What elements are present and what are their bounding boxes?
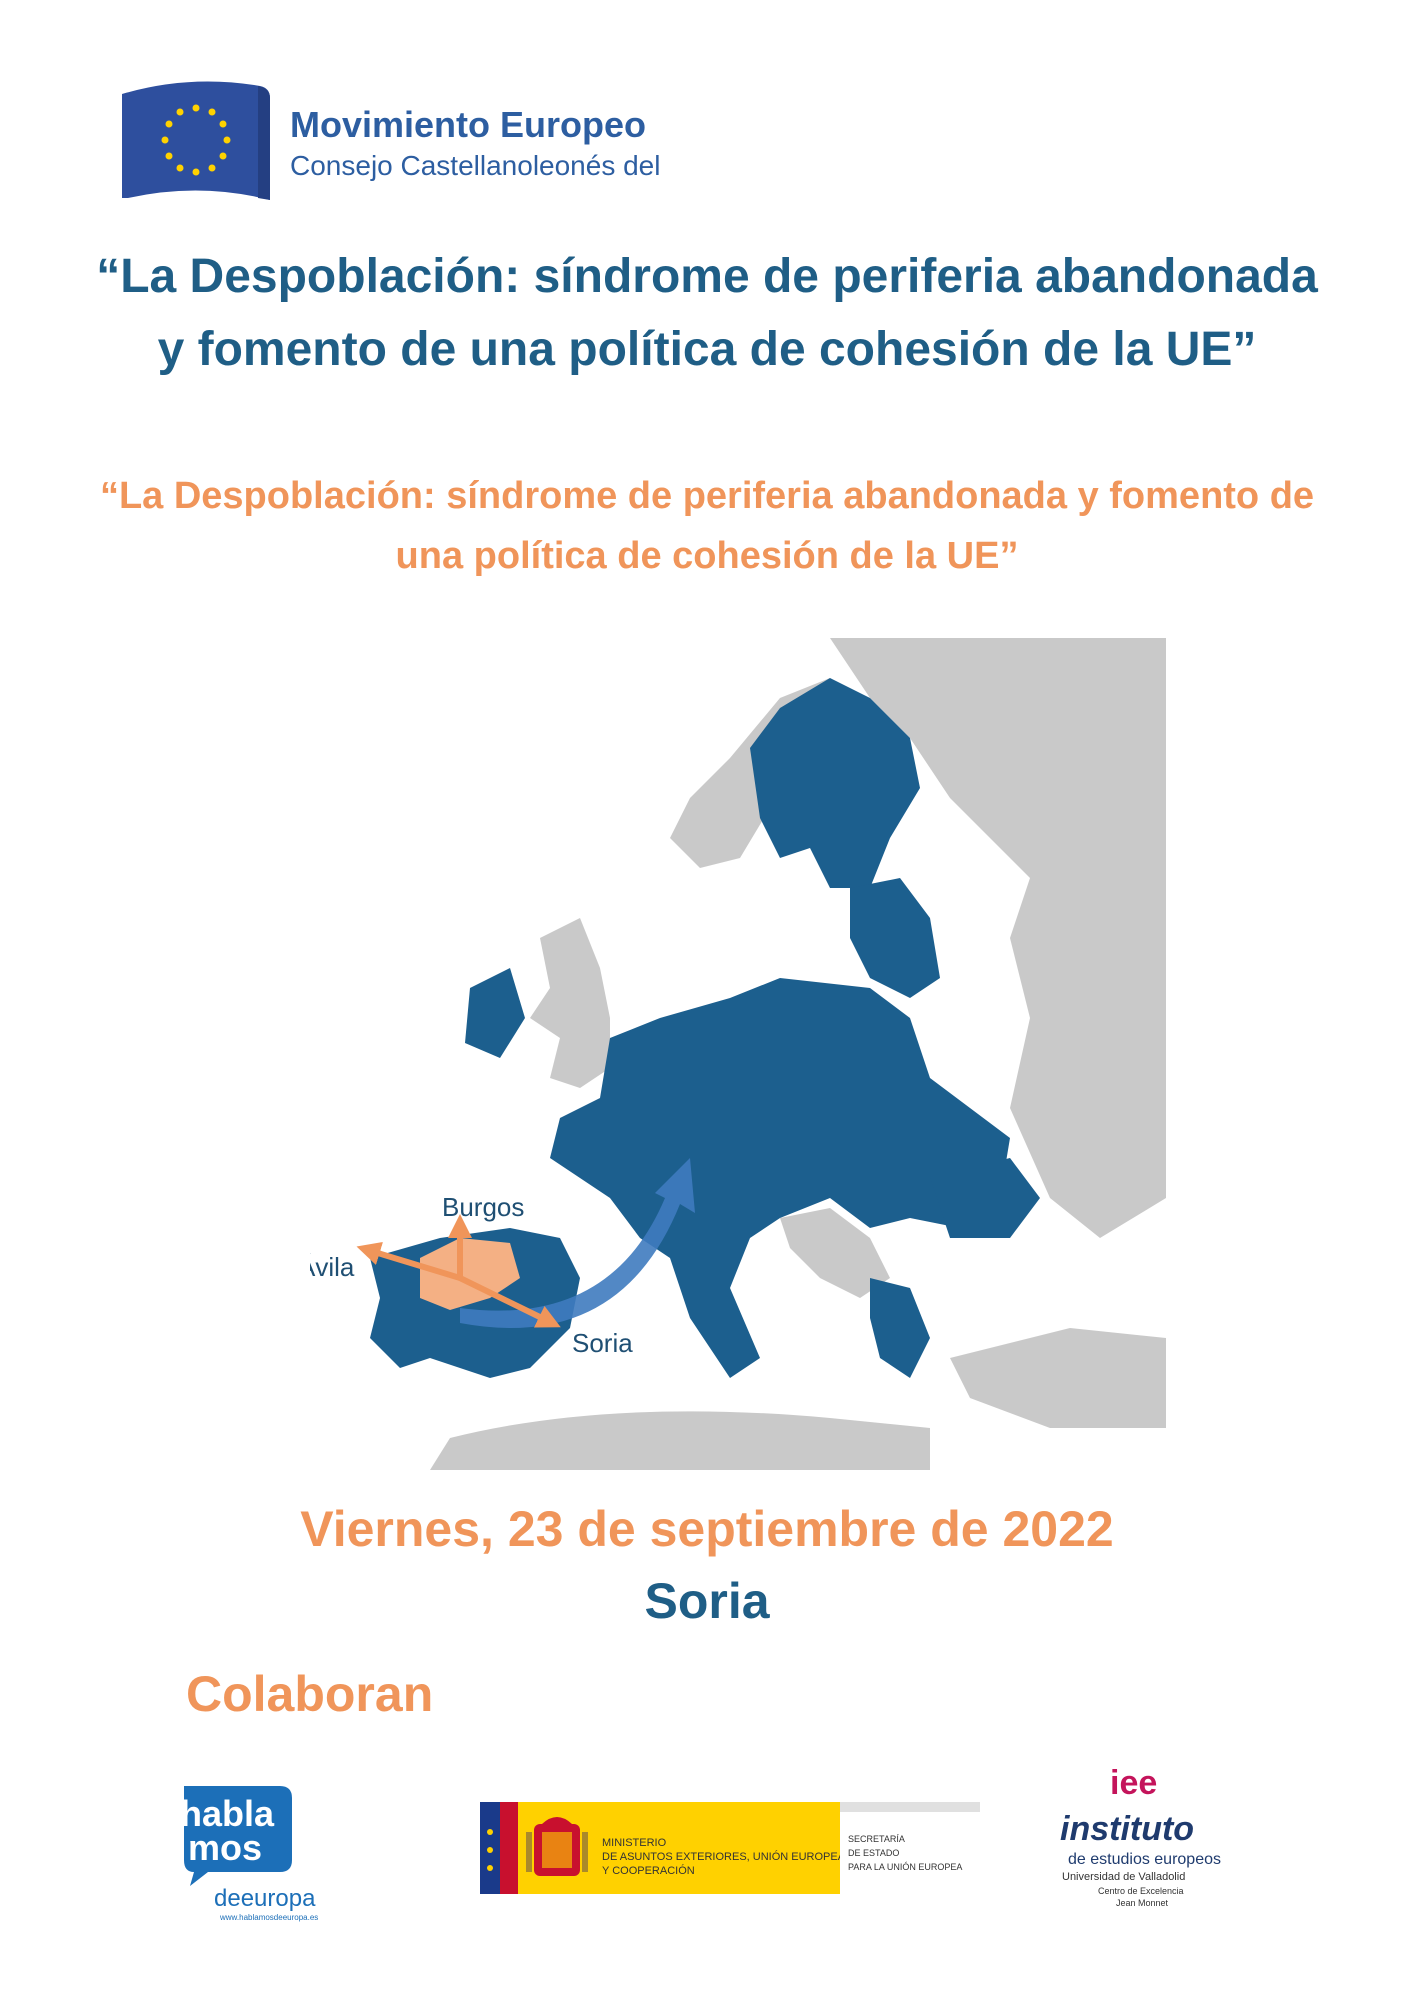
org-name: Movimiento Europeo (290, 104, 647, 145)
europe-map: Burgos Ávila Soria (298, 638, 1166, 1470)
hablamos-de-europa-logo: habla mos deeuropa www.hablamosdeeuropa.… (180, 1782, 340, 1922)
map-baltics (850, 878, 940, 998)
hablamos-line3: deeuropa (214, 1885, 316, 1912)
ministerio-logo: MINISTERIO DE ASUNTOS EXTERIORES, UNIÓN … (480, 1802, 980, 1894)
ie-line1: instituto (1060, 1810, 1194, 1848)
spain-coat-of-arms-icon (526, 1817, 588, 1876)
map-label-avila: Ávila (310, 1252, 355, 1282)
map-balkans (780, 1208, 890, 1298)
map-north-africa (430, 1411, 930, 1470)
secretaria-line3: PARA LA UNIÓN EUROPEA (848, 1862, 962, 1872)
map-label-burgos: Burgos (442, 1192, 524, 1222)
header-logo (120, 70, 700, 210)
hablamos-url: www.hablamosdeeuropa.es (219, 1913, 318, 1922)
ministerio-line2: DE ASUNTOS EXTERIORES, UNIÓN EUROPEA (602, 1850, 846, 1863)
collaborators-heading: Colaboran (186, 1666, 434, 1722)
map-ireland (465, 968, 525, 1058)
map-scandinavia (750, 678, 920, 888)
map-russia-region (830, 638, 1166, 1238)
hablamos-line2: mos (188, 1827, 262, 1868)
hablamos-line1: habla (180, 1793, 275, 1834)
ministerio-line1: MINISTERIO (602, 1837, 667, 1849)
ie-line4: Centro de Excelencia (1098, 1886, 1184, 1896)
map-greece (870, 1278, 930, 1378)
ministerio-line3: Y COOPERACIÓN (602, 1864, 695, 1877)
secretaria-line1: SECRETARÍA (848, 1834, 905, 1844)
map-romania-bulgaria (930, 1158, 1040, 1238)
eu-flag-icon (122, 81, 270, 200)
big-arrow-icon (460, 1158, 695, 1329)
ie-line3: Universidad de Valladolid (1062, 1871, 1185, 1883)
ie-mark-icon: iee (1110, 1764, 1157, 1802)
map-turkey (950, 1328, 1166, 1428)
event-place: Soria (644, 1573, 770, 1629)
event-title: “La Despoblación: síndrome de periferia … (96, 250, 1318, 376)
map-great-britain (530, 918, 610, 1088)
secretaria-line2: DE ESTADO (848, 1848, 899, 1858)
map-central-europe (550, 978, 1010, 1378)
map-label-soria: Soria (572, 1328, 633, 1358)
event-date: Viernes, 23 de septiembre de 2022 (300, 1501, 1114, 1557)
org-subtitle: Consejo Castellanoleonés del (290, 150, 661, 181)
instituto-estudios-europeos-logo: iee instituto de estudios europeos Unive… (1050, 1760, 1240, 1920)
ie-line2: de estudios europeos (1068, 1851, 1221, 1868)
ie-line5: Jean Monnet (1116, 1898, 1169, 1908)
event-title-repeat: “La Despoblación: síndrome de periferia … (99, 475, 1315, 577)
